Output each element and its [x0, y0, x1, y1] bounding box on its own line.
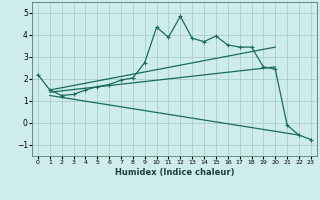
X-axis label: Humidex (Indice chaleur): Humidex (Indice chaleur): [115, 168, 234, 177]
